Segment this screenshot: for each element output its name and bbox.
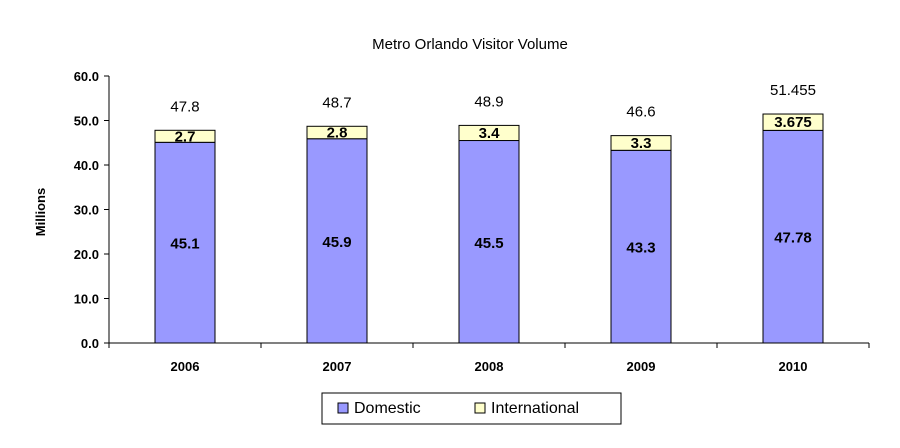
legend-label-international: International: [491, 400, 579, 417]
y-axis-label: Millions: [33, 188, 48, 236]
y-tick-label: 60.0: [74, 69, 99, 84]
y-tick-label: 30.0: [74, 203, 99, 218]
data-label-total: 46.6: [626, 104, 655, 121]
data-label-domestic: 43.3: [626, 240, 655, 257]
bar-domestic-2009: [610, 149, 672, 344]
legend-label-domestic: Domestic: [354, 400, 421, 417]
bar-domestic-2006: [154, 141, 216, 344]
data-label-total: 47.8: [170, 98, 199, 115]
data-label-international: 3.3: [631, 135, 652, 152]
data-label-international: 2.8: [327, 125, 348, 142]
legend-swatch-domestic: [337, 402, 349, 414]
data-label-total: 48.9: [474, 93, 503, 110]
data-label-total: 51.455: [770, 82, 816, 99]
x-tick-label: 2007: [323, 359, 352, 374]
data-label-domestic: 45.1: [170, 236, 199, 253]
data-label-domestic: 47.78: [774, 230, 812, 247]
data-label-domestic: 45.9: [322, 234, 351, 251]
data-label-international: 3.675: [774, 114, 812, 131]
bar-international-2006: [154, 129, 216, 143]
x-tick-label: 2006: [171, 359, 200, 374]
bar-international-2010: [762, 113, 824, 131]
y-tick-label: 50.0: [74, 114, 99, 129]
bar-international-2008: [458, 124, 520, 142]
bar-international-2007: [306, 125, 368, 140]
bar-domestic-2010: [762, 129, 824, 344]
data-label-international: 3.4: [479, 125, 501, 142]
data-label-total: 48.7: [322, 94, 351, 111]
plot-area: 0.0 10.0 20.0 30.0 40.0 50.0 60.0 45.1 2.7 47.8 20…: [74, 69, 870, 374]
chart-title: Metro Orlando Visitor Volume: [372, 36, 568, 53]
bar-international-2009: [610, 135, 672, 151]
x-tick-label: 2009: [627, 359, 656, 374]
data-label-international: 2.7: [175, 128, 196, 145]
data-label-domestic: 45.5: [474, 235, 503, 252]
y-tick-label: 10.0: [74, 292, 99, 307]
x-tick-label: 2008: [475, 359, 504, 374]
y-tick-label: 0.0: [81, 336, 99, 351]
x-tick-label: 2010: [779, 359, 808, 374]
legend-swatch-international: [474, 402, 486, 414]
y-tick-label: 40.0: [74, 158, 99, 173]
legend-box: [321, 392, 622, 425]
legend: Domestic International: [321, 392, 622, 425]
y-tick-label: 20.0: [74, 247, 99, 262]
